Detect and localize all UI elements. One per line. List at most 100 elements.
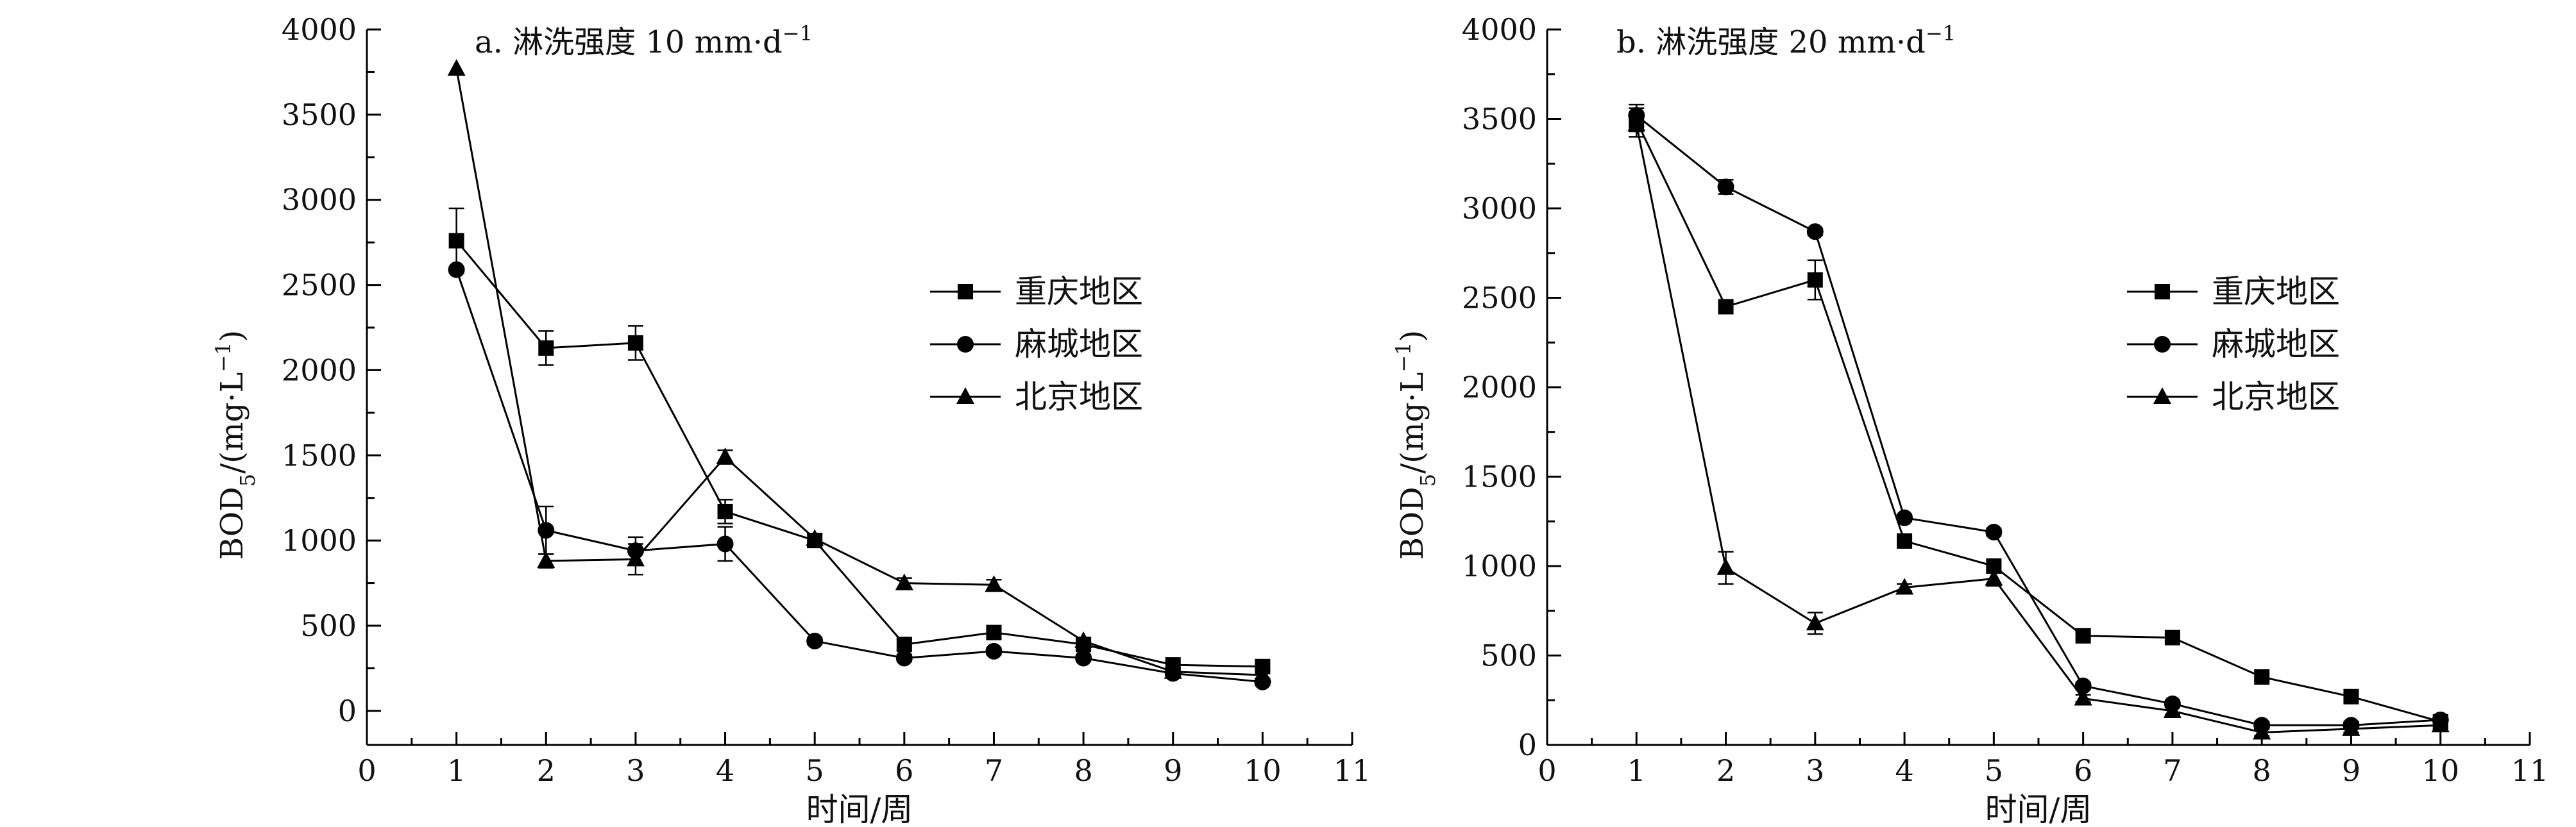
data-point [985,575,1003,592]
series-line [1635,124,2441,733]
x-tick-label: 6 [895,753,913,788]
data-point [1074,631,1093,648]
series-line [1635,120,2441,723]
series-line [455,240,1263,668]
legend-label: 重庆地区 [1015,273,1143,310]
y-axis-title-unit: /(mg·L [214,372,250,474]
data-point [447,59,466,76]
series-circle [448,261,1271,690]
data-point [1806,614,1824,631]
data-point [2254,669,2270,685]
x-tick-label: 1 [1627,753,1646,788]
y-axis-title-close: ) [214,330,250,342]
y-axis-title-unit: /(mg·L [1394,372,1430,474]
legend-entry: 重庆地区 [930,273,1143,310]
y-tick-label: 1500 [282,438,357,472]
data-point [1806,223,1824,240]
y-tick-label: 1000 [282,523,357,558]
data-point [985,642,1003,660]
data-point [538,340,554,356]
panel-title: b. 淋洗强度 20 mm·d−1 [1616,21,1956,60]
data-point [2342,719,2360,736]
legend-entry: 北京地区 [2127,378,2340,415]
data-point [1164,662,1182,679]
legend-label: 北京地区 [2212,378,2340,415]
legend-label: 麻城地区 [1015,326,1143,363]
y-tick-label: 2500 [282,268,357,303]
data-point [2343,689,2359,705]
data-point [1895,578,1914,595]
legend-entry: 麻城地区 [930,326,1143,363]
x-tick-label: 4 [1895,753,1913,788]
data-point [1985,523,2003,540]
data-point [2074,677,2092,694]
x-tick-label: 10 [1244,753,1282,788]
data-point [2431,715,2450,733]
x-tick-label: 8 [2253,753,2271,788]
panel-title-text: b. 淋洗强度 20 mm·d [1616,24,1926,60]
legend-entry: 麻城地区 [2127,326,2340,363]
y-axis-title-superscript: −1 [211,342,235,372]
y-tick-label: 4000 [1462,12,1537,47]
panel-b-chart: 0 1 2 3 4 5 6 7 8 9 10 11 0 500 1000 1500 2000 2500 3000 35… [1391,12,2548,827]
y-tick-label: 3500 [1462,102,1537,137]
legend-label: 重庆地区 [2212,273,2340,310]
data-point [626,549,645,567]
x-tick-label: 9 [2342,753,2360,788]
series-triangle [447,59,1272,683]
x-tick-label: 11 [2511,753,2549,788]
x-tick-label: 10 [2421,753,2459,788]
x-tick-label: 8 [1074,753,1092,788]
legend-marker [2155,284,2170,299]
data-point [2163,701,2182,718]
x-tick-label: 6 [2074,753,2092,788]
y-tick-label: 500 [300,608,357,643]
panel-title-superscript: −1 [1926,21,1956,46]
series-line [1636,114,2441,726]
legend-entry: 重庆地区 [2127,273,2340,310]
data-point [1897,533,1913,549]
series-line [455,269,1263,683]
x-tick-label: 3 [626,753,645,788]
data-point [806,529,824,546]
y-tick-label: 0 [1518,728,1537,762]
y-tick-label: 3000 [1462,191,1537,226]
y-tick-label: 2000 [282,353,357,387]
data-point [895,649,913,667]
data-point [717,503,733,519]
legend-marker [958,284,973,299]
legend-marker [2154,336,2171,353]
x-axis-title: 时间/周 [1985,791,2092,827]
y-tick-label: 0 [338,694,357,728]
y-tick-label: 2500 [1462,281,1537,315]
series-triangle [1627,114,2450,740]
panel-title-superscript: −1 [783,21,813,46]
y-axis-title: BOD5/(mg·L−1) [1391,330,1440,560]
data-point [448,233,464,249]
x-tick-label: 2 [1716,753,1735,788]
data-point [1896,509,1913,526]
series-line [455,68,1263,676]
x-tick-label: 11 [1334,753,1371,788]
legend-marker [957,336,974,353]
legend-label: 麻城地区 [2212,326,2340,363]
x-tick-label: 3 [1806,753,1824,788]
data-point [2074,689,2092,706]
y-axis-title-main: BOD [214,487,250,560]
y-axis-title-subscript: 5 [235,474,260,487]
data-point [2253,723,2271,740]
x-tick-label: 0 [1538,753,1556,788]
series-square [448,207,1271,674]
panel-title: a. 淋洗强度 10 mm·d−1 [475,21,813,60]
data-point [895,573,913,590]
x-tick-label: 2 [537,753,555,788]
y-tick-label: 4000 [282,12,357,47]
data-point [716,535,734,553]
legend-marker [956,387,974,404]
x-tick-label: 5 [1985,753,2003,788]
y-tick-label: 3500 [282,97,357,132]
legend-marker [2153,387,2171,404]
data-point [1716,558,1735,575]
x-tick-label: 7 [2163,753,2182,788]
